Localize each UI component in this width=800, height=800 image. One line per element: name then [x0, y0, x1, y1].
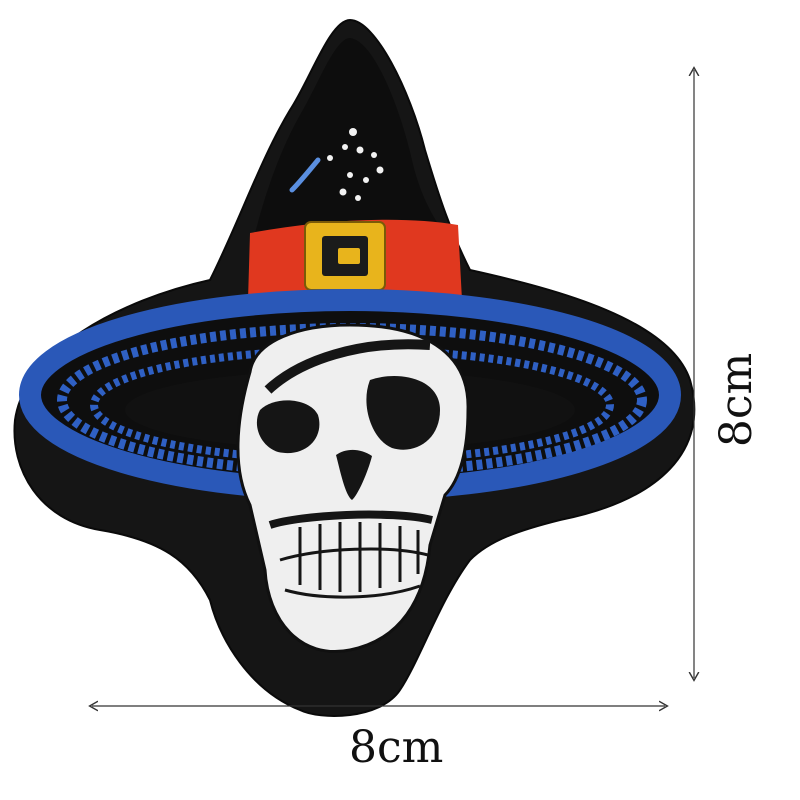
buckle-icon	[304, 221, 386, 291]
height-label: 8cm	[711, 352, 763, 448]
constellation-stars	[289, 128, 384, 201]
skull	[236, 323, 470, 653]
width-label: 8cm	[349, 722, 444, 773]
